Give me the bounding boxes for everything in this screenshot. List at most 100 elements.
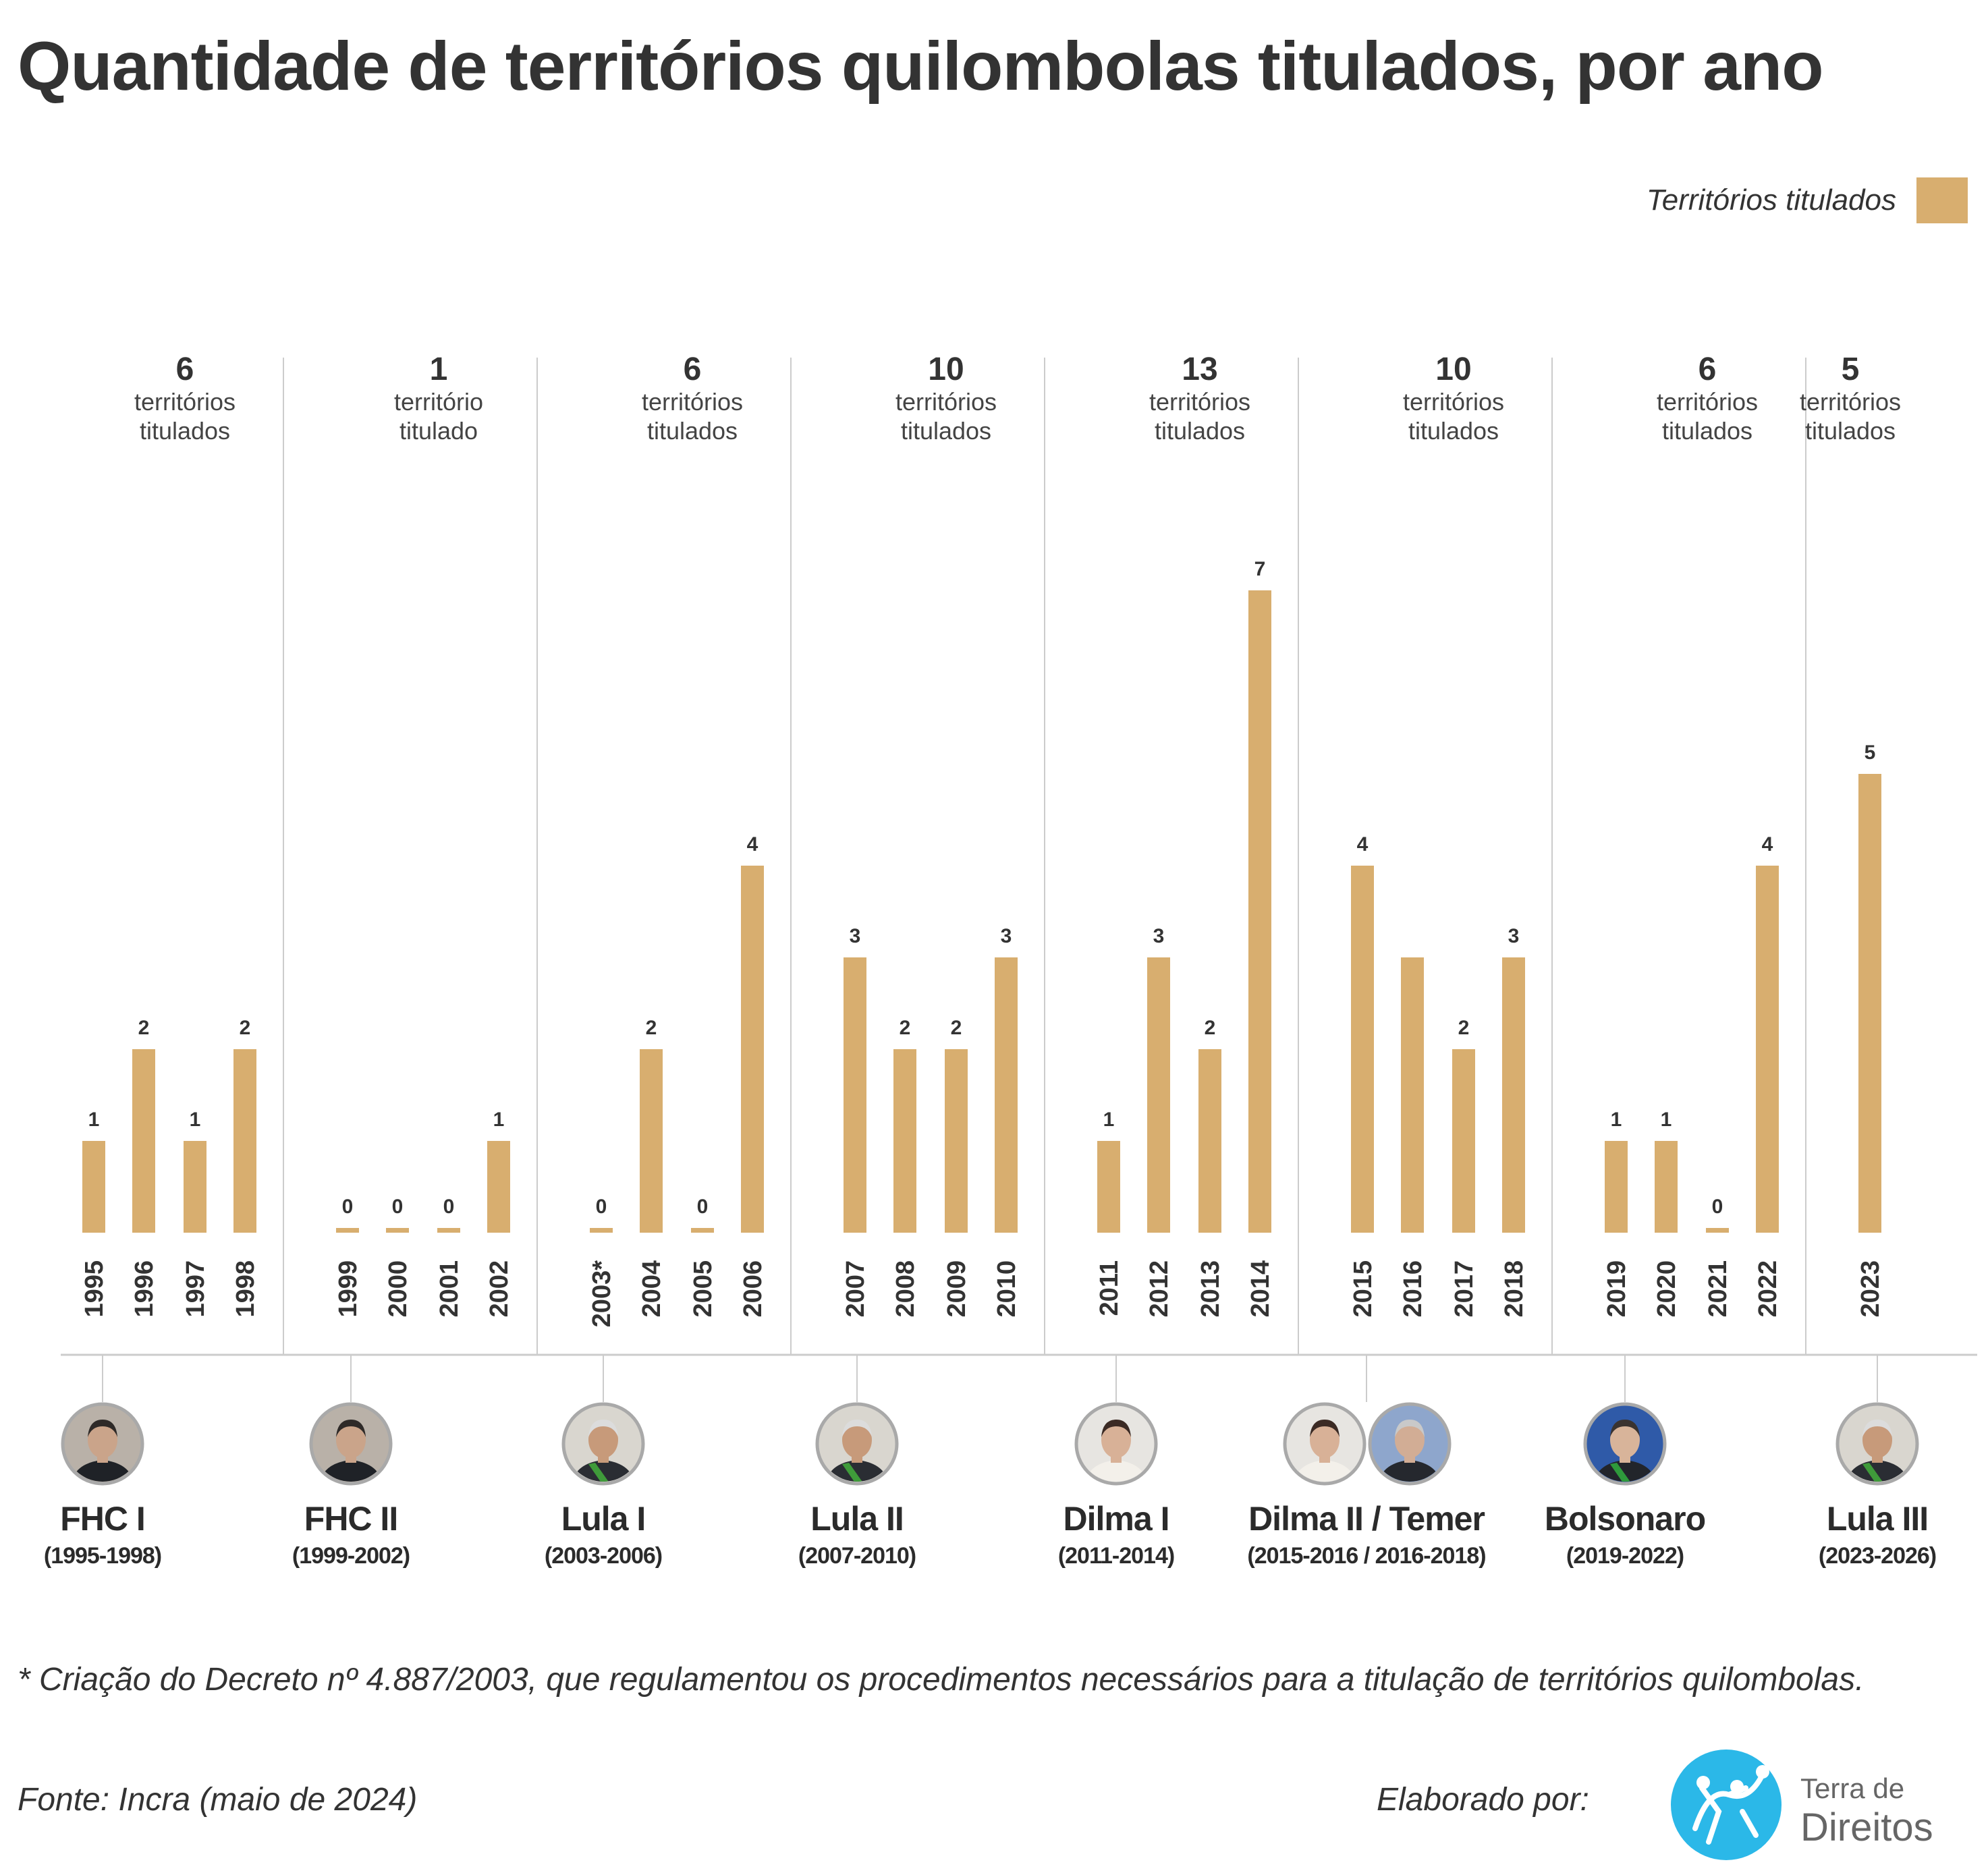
- year-tick-label: 2009: [943, 1260, 971, 1318]
- group-total-label: territórios: [1403, 388, 1504, 416]
- year-tick-label: 2010: [993, 1260, 1021, 1318]
- administration-years: (2003-2006): [544, 1543, 663, 1569]
- administration-years: (2019-2022): [1566, 1543, 1684, 1569]
- group-total-label: territórios: [134, 388, 236, 416]
- lula-portrait: [561, 1402, 645, 1486]
- year-tick-label: 1998: [231, 1260, 260, 1318]
- group-total-value: 13: [1182, 352, 1217, 387]
- bar-value-label: 1: [493, 1109, 505, 1131]
- bar-value-label: 2: [240, 1017, 251, 1039]
- group-total-label: titulados: [1662, 417, 1752, 445]
- year-tick-label: 2021: [1704, 1260, 1732, 1318]
- logo-line-1: Terra de: [1800, 1772, 1905, 1804]
- bar-chart: 6territóriostitulados1199521996119972199…: [61, 352, 1977, 1402]
- administration-name: Bolsonaro: [1544, 1500, 1706, 1538]
- bar: [691, 1228, 714, 1233]
- bar: [1655, 1141, 1678, 1233]
- group-total-label: titulados: [140, 417, 230, 445]
- administration-years: (1999-2002): [292, 1543, 410, 1569]
- administration-name: Lula III: [1826, 1500, 1929, 1538]
- bar-value-label: 4: [1762, 833, 1773, 856]
- bar-value-label: 4: [747, 833, 758, 856]
- bar-value-label: 2: [951, 1017, 962, 1039]
- bar: [1351, 866, 1374, 1233]
- bar: [1502, 957, 1525, 1233]
- group-total-value: 6: [176, 352, 194, 387]
- bar-value-label: 1: [1103, 1109, 1115, 1131]
- administration-name: Dilma II / Temer: [1248, 1500, 1485, 1538]
- bar: [437, 1228, 460, 1233]
- bar: [844, 957, 866, 1233]
- logo-text: Terra de Direitos: [1800, 1774, 1933, 1847]
- bar-value-label: 2: [1205, 1017, 1216, 1039]
- year-tick-label: 2001: [435, 1260, 464, 1318]
- bar: [1147, 957, 1170, 1233]
- bar: [1706, 1228, 1729, 1233]
- year-tick-label: 2003*: [588, 1260, 616, 1328]
- credit-label: Elaborado por:: [1377, 1782, 1589, 1818]
- year-tick-label: 1995: [80, 1260, 109, 1318]
- legend-swatch: [1916, 177, 1968, 223]
- bar-value-label: 3: [1153, 925, 1165, 947]
- dilma-portrait: [1283, 1402, 1366, 1486]
- year-tick-label: 2008: [891, 1260, 920, 1318]
- group-total-label: titulados: [647, 417, 738, 445]
- bar-value-label: 1: [190, 1109, 201, 1131]
- group-total-label: territórios: [1149, 388, 1250, 416]
- year-tick-label: 2014: [1246, 1260, 1275, 1318]
- year-tick-label: 2013: [1196, 1260, 1225, 1318]
- group-total-label: território: [394, 388, 483, 416]
- bar-value-label: 0: [342, 1196, 354, 1218]
- bar: [1401, 957, 1424, 1233]
- year-tick-label: 2018: [1500, 1260, 1528, 1318]
- year-tick-label: 2015: [1349, 1260, 1377, 1318]
- year-tick-label: 2020: [1653, 1260, 1681, 1318]
- year-tick-label: 2022: [1754, 1260, 1782, 1318]
- bar: [1198, 1049, 1221, 1233]
- lula-portrait: [1835, 1402, 1919, 1486]
- year-tick-label: 2006: [739, 1260, 767, 1318]
- group-total-value: 6: [684, 352, 702, 387]
- bar: [945, 1049, 968, 1233]
- year-tick-label: 2000: [384, 1260, 412, 1318]
- administration-name: Lula I: [561, 1500, 646, 1538]
- bar: [1452, 1049, 1475, 1233]
- group-total-label: territórios: [642, 388, 743, 416]
- group-total-label: titulado: [399, 417, 478, 445]
- group-total-value: 10: [928, 352, 964, 387]
- dilma-portrait: [1074, 1402, 1158, 1486]
- fhc-portrait: [61, 1402, 144, 1486]
- logo-line-2: Direitos: [1800, 1806, 1933, 1849]
- bar-value-label: 4: [1357, 833, 1369, 856]
- bar: [590, 1228, 613, 1233]
- bar-value-label: 7: [1254, 558, 1266, 580]
- administration-years: (2007-2010): [798, 1543, 916, 1569]
- bar: [132, 1049, 155, 1233]
- bar: [640, 1049, 663, 1233]
- bar-value-label: 0: [392, 1196, 404, 1218]
- year-tick-label: 2023: [1856, 1260, 1885, 1318]
- bar-value-label: 0: [443, 1196, 455, 1218]
- group-total-label: titulados: [1805, 417, 1896, 445]
- administration-years: (2015-2016 / 2016-2018): [1247, 1543, 1486, 1569]
- year-tick-label: 2004: [638, 1260, 666, 1318]
- bar: [1605, 1141, 1628, 1233]
- fhc-portrait: [309, 1402, 393, 1486]
- bar-value-label: 0: [697, 1196, 709, 1218]
- administration-years: (2023-2026): [1818, 1543, 1937, 1569]
- group-total-value: 5: [1842, 352, 1860, 387]
- year-tick-label: 2007: [841, 1260, 870, 1318]
- footnote: * Criação do Decreto nº 4.887/2003, que …: [18, 1662, 1865, 1698]
- year-tick-label: 2017: [1450, 1260, 1479, 1318]
- group-total-label: territórios: [895, 388, 997, 416]
- year-tick-label: 2011: [1095, 1260, 1124, 1316]
- legend: Territórios titulados: [1647, 177, 1968, 224]
- bar: [1756, 866, 1779, 1233]
- bar-value-label: 1: [1661, 1109, 1672, 1131]
- bar-value-label: 0: [596, 1196, 607, 1218]
- bar-value-label: 2: [646, 1017, 657, 1039]
- administration-name: Lula II: [810, 1500, 904, 1538]
- bar: [487, 1141, 510, 1233]
- bar-value-label: 3: [1508, 925, 1520, 947]
- bar: [184, 1141, 206, 1233]
